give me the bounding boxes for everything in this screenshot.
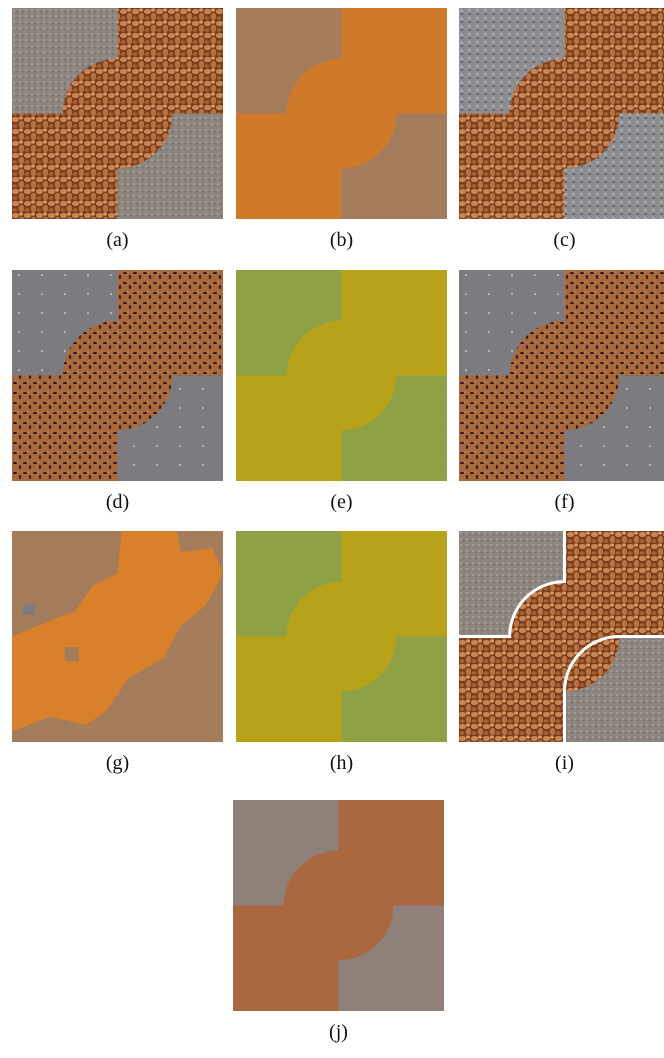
region-circle xyxy=(287,321,397,431)
image-panel xyxy=(459,270,664,481)
region-circle xyxy=(284,851,394,961)
image-panel xyxy=(236,531,447,742)
region-circle xyxy=(63,321,173,431)
panel-label: (a) xyxy=(106,229,128,251)
region-circle xyxy=(510,321,620,431)
region-circle xyxy=(63,59,173,169)
image-panel xyxy=(12,270,223,481)
panel-label: (j) xyxy=(329,1021,348,1043)
panel-label: (f) xyxy=(555,491,575,513)
image-panel xyxy=(233,800,444,1011)
panel-label: (c) xyxy=(553,229,575,251)
panel-label: (g) xyxy=(106,752,129,774)
panel-label: (b) xyxy=(330,229,353,251)
artifact-block xyxy=(65,647,79,661)
figure: (a) (b) (c) (d) (e) (f) (g) (h) (i) (j) xyxy=(0,0,664,1053)
panel-label: (h) xyxy=(330,752,353,774)
region-circle xyxy=(287,59,397,169)
panel-label: (e) xyxy=(330,491,352,513)
panel-label: (i) xyxy=(555,752,574,774)
region-circle xyxy=(510,59,620,169)
image-panel xyxy=(12,8,223,219)
image-panel xyxy=(12,531,223,742)
image-panel xyxy=(236,8,447,219)
artifact-block xyxy=(23,605,35,615)
image-panel xyxy=(236,270,447,481)
image-panel xyxy=(459,8,664,219)
image-panel xyxy=(459,531,664,742)
panel-label: (d) xyxy=(106,491,129,513)
region-circle xyxy=(287,582,397,692)
